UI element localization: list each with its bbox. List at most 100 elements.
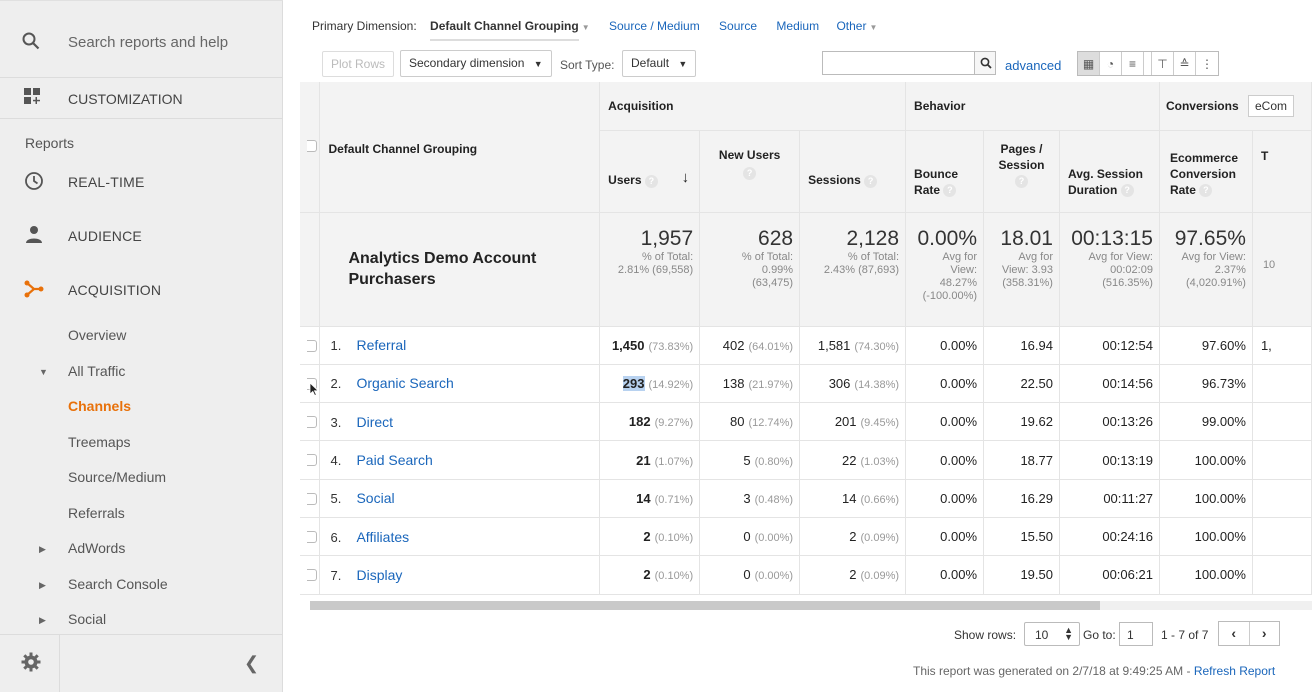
pages-session-cell: 18.77 <box>983 440 1060 480</box>
help-icon[interactable]: ? <box>644 174 658 188</box>
row-checkbox[interactable] <box>307 530 318 543</box>
view-type-switcher: ▦ ◔ ≡ ⊤ ≙ ⋮ <box>1077 51 1219 76</box>
next-page-icon[interactable]: › <box>1261 625 1267 641</box>
sidebar-item-customization[interactable]: CUSTOMIZATION <box>0 79 283 119</box>
select-all-cell[interactable] <box>300 82 321 213</box>
refresh-report-link[interactable]: Refresh Report <box>1193 664 1276 678</box>
help-icon[interactable]: ? <box>864 174 878 188</box>
dimension-link-source-medium[interactable]: Source / Medium <box>608 19 700 33</box>
help-icon[interactable]: ? <box>1199 183 1213 197</box>
show-rows-select[interactable]: 10 ▲ ▼ <box>1024 622 1080 646</box>
collapse-sidebar-icon[interactable]: ❮ <box>244 653 260 673</box>
sidebar-item-overview[interactable]: Overview <box>68 327 127 343</box>
dimension-header[interactable]: Default Channel Grouping <box>319 82 601 213</box>
new-users-header[interactable]: New Users? <box>699 130 801 213</box>
expand-right-icon[interactable]: ▶ <box>39 580 46 590</box>
channel-link[interactable]: Social <box>356 490 395 507</box>
ecommerce-conversion-rate-header[interactable]: Ecommerce Conversion Rate ? <box>1159 130 1253 213</box>
primary-dimension-selected[interactable]: Default Channel Grouping <box>430 19 579 33</box>
secondary-dimension-dropdown[interactable]: Secondary dimension ▼ <box>400 50 552 77</box>
avg-session-duration-header[interactable]: Avg. Session Duration ? <box>1059 130 1160 213</box>
users-header[interactable]: Users ? ↓ <box>599 130 701 213</box>
expand-right-icon[interactable]: ▶ <box>39 544 46 554</box>
row-checkbox[interactable] <box>307 492 318 505</box>
sidebar-item-source-medium[interactable]: Source/Medium <box>68 469 167 485</box>
sessions-header[interactable]: Sessions ? <box>799 130 907 213</box>
summary-bounce: 0.00% Avg for View: 48.27% (-100.00%) <box>905 212 985 327</box>
pivot-view-icon[interactable]: ⋮ <box>1201 56 1213 71</box>
horizontal-scrollbar-thumb[interactable] <box>310 601 1100 610</box>
conversions-group-header: Conversions eCom <box>1159 82 1312 131</box>
sidebar-item-treemaps[interactable]: Treemaps <box>68 434 131 450</box>
sidebar-item-adwords[interactable]: AdWords <box>68 540 126 556</box>
dimension-link-medium[interactable]: Medium <box>776 19 820 33</box>
term-cloud-view-icon[interactable]: ≙ <box>1174 52 1196 75</box>
next-column-cell: 1, <box>1252 326 1312 365</box>
table-view-icon[interactable]: ▦ <box>1078 52 1100 75</box>
sessions-value: 2 <box>849 529 857 545</box>
row-number: 3. <box>330 414 342 430</box>
plot-rows-button[interactable]: Plot Rows <box>322 51 395 77</box>
row-select-cell[interactable] <box>300 479 321 518</box>
row-select-cell[interactable] <box>300 402 321 442</box>
comparison-view-icon[interactable]: ⊤ <box>1152 52 1174 75</box>
table-filter-input[interactable] <box>822 51 974 75</box>
row-checkbox[interactable] <box>307 569 318 582</box>
channel-link[interactable]: Paid Search <box>356 452 433 469</box>
row-select-cell[interactable] <box>300 517 321 557</box>
page-count: 1 - 7 of 7 <box>1161 628 1209 642</box>
admin-button[interactable] <box>0 635 60 692</box>
pie-view-icon[interactable]: ◔ <box>1100 52 1122 75</box>
row-checkbox[interactable] <box>307 339 318 352</box>
help-icon[interactable]: ? <box>1015 174 1028 188</box>
channel-link[interactable]: Direct <box>356 413 394 430</box>
expand-right-icon[interactable]: ▶ <box>39 615 46 625</box>
channel-link[interactable]: Affiliates <box>356 528 410 545</box>
channel-link[interactable]: Organic Search <box>356 375 454 392</box>
pages-session-header[interactable]: Pages / Session? <box>983 130 1060 213</box>
sidebar-item-social[interactable]: Social <box>68 611 107 627</box>
next-column-header[interactable]: T <box>1252 130 1312 213</box>
summary-ecom-sub-1: Avg for View: <box>1181 250 1246 263</box>
channel-link[interactable]: Display <box>356 566 403 583</box>
help-icon[interactable]: ? <box>943 183 957 197</box>
new-users-percent: (64.01%) <box>748 340 794 353</box>
new-users-value: 5 <box>743 452 751 468</box>
table-filter-search-button[interactable] <box>974 51 996 75</box>
sidebar-item-audience[interactable]: AUDIENCE <box>0 216 283 256</box>
sidebar-item-search-console[interactable]: Search Console <box>68 576 168 592</box>
performance-view-icon[interactable]: ≡ <box>1122 52 1144 75</box>
sidebar-item-channels[interactable]: Channels <box>68 398 132 414</box>
goto-input[interactable]: 1 <box>1119 622 1153 646</box>
row-checkbox[interactable] <box>307 416 318 429</box>
channel-link[interactable]: Referral <box>356 337 407 354</box>
help-icon[interactable]: ? <box>1120 183 1134 197</box>
dimension-link-other[interactable]: Other ▼ <box>836 19 877 33</box>
sidebar-item-acquisition[interactable]: ACQUISITION <box>0 270 283 310</box>
expand-down-icon[interactable]: ▼ <box>39 367 48 377</box>
advanced-filter-link[interactable]: advanced <box>1005 58 1062 73</box>
sidebar-item-realtime[interactable]: REAL-TIME <box>0 162 283 202</box>
sort-type-dropdown[interactable]: Default ▼ <box>622 50 697 77</box>
sort-type-value: Default <box>631 56 670 70</box>
sidebar-item-all-traffic[interactable]: All Traffic <box>68 363 126 379</box>
help-icon[interactable]: ? <box>743 166 757 180</box>
select-all-checkbox[interactable] <box>307 140 318 152</box>
avg-duration-cell: 00:12:54 <box>1059 326 1160 365</box>
sidebar-item-referrals[interactable]: Referrals <box>68 505 125 521</box>
row-number: 1. <box>330 338 342 354</box>
row-number: 2. <box>330 376 342 392</box>
row-select-cell[interactable] <box>300 326 321 365</box>
summary-next: 10 <box>1252 212 1312 327</box>
row-select-cell[interactable] <box>300 440 321 480</box>
row-select-cell[interactable] <box>300 555 321 595</box>
users-value: 2 <box>643 529 651 545</box>
sidebar-search[interactable]: Search reports and help <box>0 0 283 78</box>
users-cell: 293 (14.92%) <box>599 364 701 404</box>
row-checkbox[interactable] <box>307 454 318 467</box>
conversions-goal-select[interactable]: eCom <box>1247 94 1294 117</box>
bounce-rate-header[interactable]: Bounce Rate ? <box>905 130 985 213</box>
previous-page-icon[interactable]: ‹ <box>1219 622 1250 645</box>
dimension-link-source[interactable]: Source <box>719 19 758 33</box>
ecom-header-label-1: Ecommerce <box>1169 150 1238 165</box>
